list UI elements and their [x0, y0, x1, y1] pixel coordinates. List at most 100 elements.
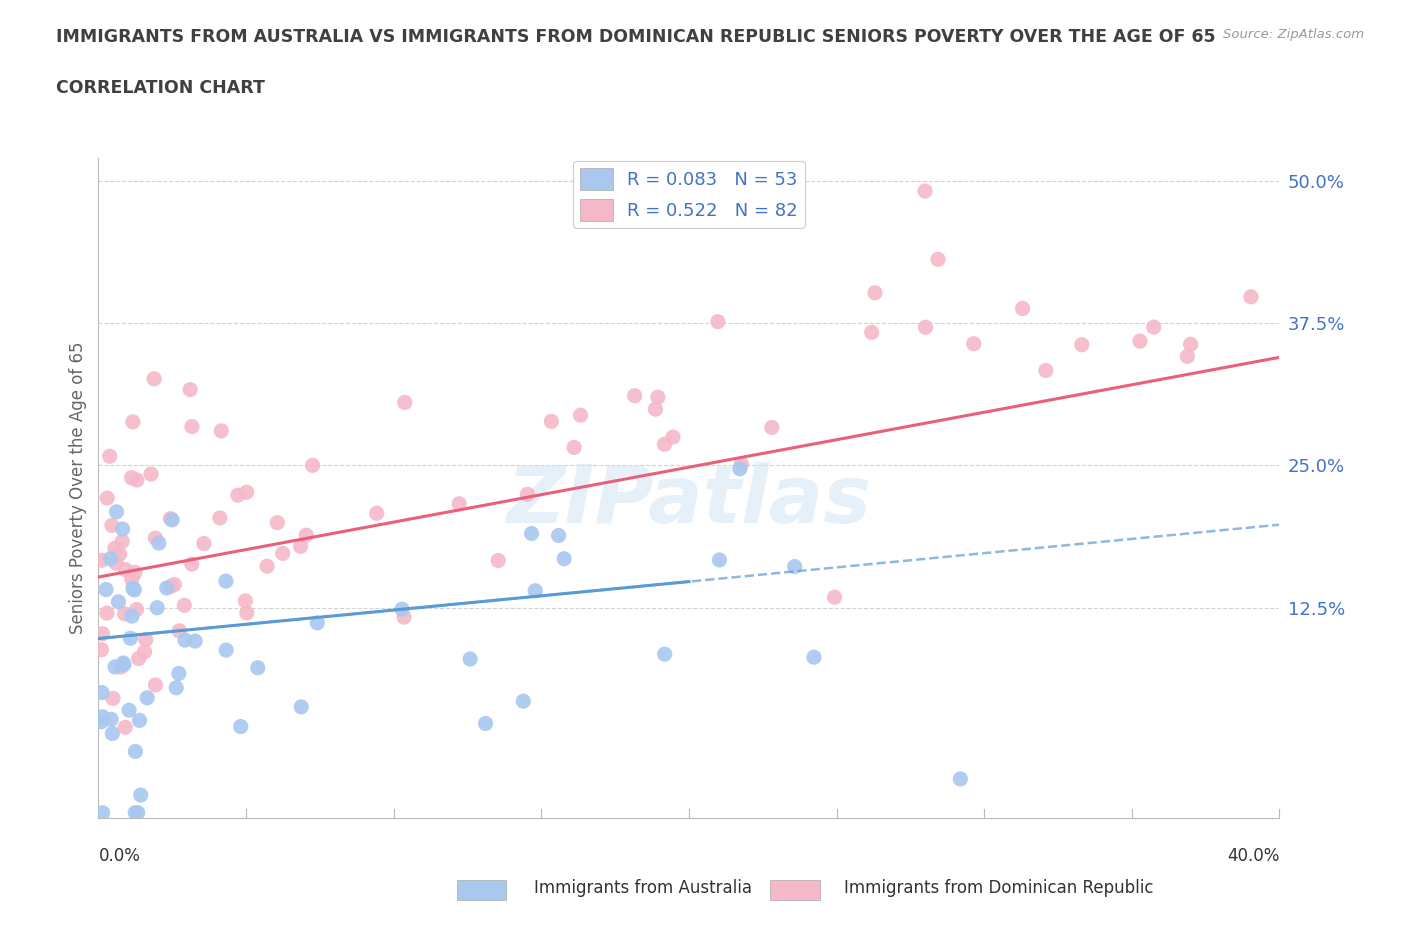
Text: Immigrants from Australia: Immigrants from Australia: [534, 879, 752, 897]
Point: [135, 632, 157, 647]
Point: [160, 512, 183, 527]
Text: Source: ZipAtlas.com: Source: ZipAtlas.com: [1223, 28, 1364, 41]
Point: [129, 788, 152, 803]
Point: [124, 805, 146, 820]
Point: [366, 506, 388, 521]
Legend: R = 0.083   N = 53, R = 0.522   N = 82: R = 0.083 N = 53, R = 0.522 N = 82: [572, 161, 806, 228]
Point: [215, 643, 238, 658]
Point: [124, 582, 146, 597]
Point: [949, 772, 972, 787]
Point: [121, 415, 143, 430]
Point: [169, 623, 191, 638]
Text: 0.0%: 0.0%: [98, 847, 141, 865]
Point: [540, 414, 562, 429]
Point: [90, 643, 112, 658]
Point: [1011, 301, 1033, 316]
Point: [569, 407, 592, 422]
Point: [121, 608, 143, 623]
Point: [156, 580, 179, 595]
Point: [516, 486, 538, 501]
Point: [105, 504, 128, 519]
Text: IMMIGRANTS FROM AUSTRALIA VS IMMIGRANTS FROM DOMINICAN REPUBLIC SENIORS POVERTY : IMMIGRANTS FROM AUSTRALIA VS IMMIGRANTS …: [56, 28, 1216, 46]
Point: [110, 659, 132, 674]
Point: [167, 666, 190, 681]
Point: [111, 534, 134, 549]
Point: [654, 646, 676, 661]
Point: [121, 471, 143, 485]
Point: [449, 497, 471, 512]
Point: [181, 419, 204, 434]
Point: [143, 371, 166, 386]
Point: [136, 690, 159, 705]
Text: 40.0%: 40.0%: [1227, 847, 1279, 865]
Point: [226, 487, 249, 502]
Point: [707, 314, 730, 329]
Point: [101, 691, 124, 706]
Point: [180, 557, 202, 572]
Point: [730, 457, 752, 472]
Point: [91, 685, 114, 700]
Point: [215, 574, 238, 589]
Point: [863, 286, 886, 300]
Point: [96, 605, 118, 620]
Point: [290, 699, 312, 714]
Point: [124, 744, 146, 759]
Point: [114, 562, 136, 577]
Point: [145, 677, 167, 692]
Point: [146, 600, 169, 615]
Point: [235, 593, 257, 608]
Point: [124, 565, 146, 580]
Point: [111, 522, 134, 537]
Point: [94, 582, 117, 597]
Point: [208, 511, 231, 525]
Text: CORRELATION CHART: CORRELATION CHART: [56, 79, 266, 97]
Point: [486, 553, 509, 568]
Point: [101, 726, 124, 741]
Point: [122, 581, 145, 596]
Point: [159, 512, 181, 526]
Point: [860, 325, 883, 339]
Point: [256, 559, 278, 574]
Point: [761, 420, 783, 435]
Point: [91, 552, 114, 567]
Point: [114, 606, 136, 621]
Text: Immigrants from Dominican Republic: Immigrants from Dominican Republic: [844, 879, 1153, 897]
Point: [783, 559, 806, 574]
Point: [125, 472, 148, 487]
Point: [139, 467, 162, 482]
Point: [100, 711, 122, 726]
Point: [391, 602, 413, 617]
Point: [654, 437, 676, 452]
Point: [307, 616, 329, 631]
Point: [914, 320, 936, 335]
Point: [644, 402, 666, 417]
Point: [160, 578, 183, 593]
Point: [104, 555, 127, 570]
Point: [120, 631, 142, 645]
Point: [96, 491, 118, 506]
Point: [458, 652, 481, 667]
Point: [118, 703, 141, 718]
Y-axis label: Seniors Poverty Over the Age of 65: Seniors Poverty Over the Age of 65: [69, 342, 87, 634]
Point: [520, 526, 543, 541]
Point: [112, 658, 135, 672]
Point: [266, 515, 288, 530]
Point: [91, 626, 114, 641]
Point: [474, 716, 496, 731]
Point: [1070, 338, 1092, 352]
Point: [108, 547, 131, 562]
Point: [229, 719, 252, 734]
Point: [173, 598, 195, 613]
Point: [174, 632, 197, 647]
Point: [1035, 363, 1057, 378]
Point: [107, 594, 129, 609]
Point: [125, 602, 148, 617]
Point: [145, 531, 167, 546]
Point: [165, 681, 187, 696]
Point: [209, 423, 232, 438]
Point: [512, 694, 534, 709]
Point: [148, 536, 170, 551]
Point: [236, 605, 259, 620]
Point: [98, 449, 121, 464]
Point: [524, 583, 547, 598]
